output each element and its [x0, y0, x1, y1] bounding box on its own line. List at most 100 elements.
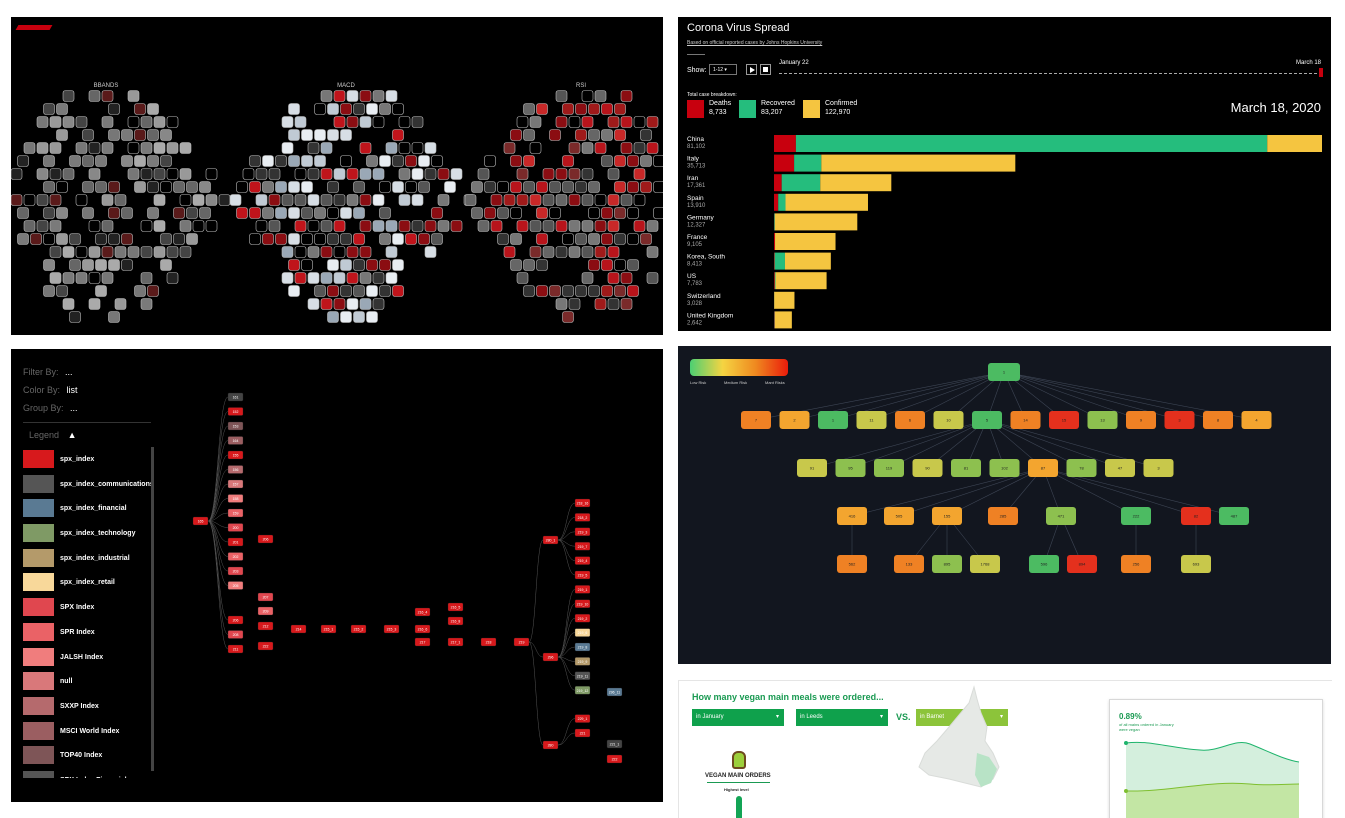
hexbin-cell[interactable] [620, 142, 633, 154]
hexbin-cell[interactable] [510, 155, 522, 167]
hexbin-cell[interactable] [134, 103, 146, 115]
hexbin-cell[interactable] [249, 233, 261, 245]
tree-node[interactable]: 221 [574, 728, 591, 738]
hexbin-cell[interactable] [366, 259, 378, 271]
hexbin-cell[interactable] [411, 220, 424, 232]
risk-node[interactable]: 2 [779, 411, 810, 429]
hexbin-cell[interactable] [43, 259, 55, 271]
legend-item[interactable]: SXXP Index [23, 696, 159, 722]
hexbin-cell[interactable] [262, 207, 274, 219]
hexbin-cell[interactable] [477, 220, 490, 232]
hexbin-cell[interactable] [594, 194, 607, 206]
hexbin-cell[interactable] [359, 90, 372, 102]
hexbin-cell[interactable] [614, 233, 626, 245]
hexbin-cell[interactable] [49, 116, 62, 128]
hexbin-cell[interactable] [366, 103, 378, 115]
bar-confirmed[interactable] [774, 311, 792, 329]
hexbin-cell[interactable] [179, 142, 192, 154]
hexbin-cell[interactable] [95, 259, 107, 271]
hexbin-cell[interactable] [516, 220, 529, 232]
hexbin-cell[interactable] [614, 181, 626, 193]
bar-recovered[interactable] [774, 272, 776, 290]
hexbin-cell[interactable] [607, 272, 620, 284]
hexbin-cell[interactable] [562, 285, 574, 297]
risk-node[interactable]: 1 [818, 411, 848, 429]
hexbin-cell[interactable] [36, 168, 49, 180]
tree-node[interactable]: 164 [227, 436, 244, 445]
tree-node[interactable]: 218 [480, 637, 497, 647]
hexbin-cell[interactable] [307, 142, 320, 154]
tree-node[interactable]: 219_10 [574, 599, 591, 608]
hexbin-cell[interactable] [581, 90, 594, 102]
hexbin-cell[interactable] [340, 259, 352, 271]
hexbin-cell[interactable] [43, 155, 55, 167]
risk-node[interactable]: 47 [1105, 459, 1135, 477]
hexbin-cell[interactable] [82, 207, 94, 219]
hexbin-cell[interactable] [288, 207, 300, 219]
hexbin-cell[interactable] [523, 155, 535, 167]
hexbin-cell[interactable] [333, 194, 346, 206]
bar-recovered[interactable] [774, 213, 775, 231]
hexbin-cell[interactable] [379, 155, 391, 167]
hexbin-cell[interactable] [366, 155, 378, 167]
hexbin-cell[interactable] [536, 259, 548, 271]
hexbin-cell[interactable] [314, 129, 326, 141]
hexbin-cell[interactable] [359, 116, 372, 128]
hexbin-cell[interactable] [646, 246, 659, 258]
hexbin-cell[interactable] [82, 155, 94, 167]
hexbin-cell[interactable] [108, 207, 120, 219]
hexbin-cell[interactable] [160, 129, 172, 141]
risk-node[interactable]: 8 [1203, 411, 1233, 429]
hexbin-cell[interactable] [121, 233, 133, 245]
hexbin-cell[interactable] [108, 311, 120, 323]
hexbin-cell[interactable] [320, 220, 333, 232]
hexbin-cell[interactable] [594, 220, 607, 232]
hexbin-cell[interactable] [484, 155, 496, 167]
hexbin-cell[interactable] [405, 155, 417, 167]
bar-confirmed[interactable] [1267, 135, 1322, 152]
hexbin-cell[interactable] [424, 142, 437, 154]
hexbin-cell[interactable] [62, 116, 75, 128]
hexbin-cell[interactable] [166, 168, 179, 180]
hexbin-cell[interactable] [562, 103, 574, 115]
hexbin-cell[interactable] [205, 220, 218, 232]
hexbin-cell[interactable] [490, 194, 503, 206]
hexbin-cell[interactable] [301, 155, 313, 167]
hexbin-cell[interactable] [418, 155, 430, 167]
color-row[interactable]: Color By: list [23, 385, 78, 395]
hexbin-cell[interactable] [101, 142, 114, 154]
hexbin-cell[interactable] [346, 168, 359, 180]
hexbin-cell[interactable] [353, 207, 365, 219]
filter-row[interactable]: Filter By: ... [23, 367, 73, 377]
risk-node[interactable]: 155 [932, 507, 962, 525]
hexbin-cell[interactable] [614, 129, 626, 141]
tree-node[interactable]: 296_11 [606, 687, 623, 697]
risk-node[interactable]: 14 [1010, 411, 1041, 429]
risk-node[interactable]: 596 [1029, 555, 1059, 573]
hexbin-cell[interactable] [568, 116, 581, 128]
hexbin-cell[interactable] [594, 90, 607, 102]
hexbin-cell[interactable] [43, 181, 55, 193]
tree-node[interactable]: 219_7 [574, 542, 591, 551]
hexbin-cell[interactable] [516, 168, 529, 180]
hexbin-cell[interactable] [568, 298, 581, 310]
hexbin-cell[interactable] [199, 207, 211, 219]
hexbin-cell[interactable] [307, 194, 320, 206]
stop-button[interactable] [760, 64, 771, 75]
hexbin-cell[interactable] [353, 285, 365, 297]
tree-node[interactable]: 218_2 [574, 513, 591, 522]
hexbin-cell[interactable] [497, 181, 509, 193]
hexbin-cell[interactable] [359, 298, 372, 310]
hexbin-cell[interactable] [568, 194, 581, 206]
hexbin-cell[interactable] [49, 246, 62, 258]
hexbin-cell[interactable] [510, 181, 522, 193]
hexbin-cell[interactable] [594, 246, 607, 258]
bar-confirmed[interactable] [774, 291, 795, 309]
bar-deaths[interactable] [774, 154, 795, 172]
hexbin-cell[interactable] [372, 116, 385, 128]
hexbin-cell[interactable] [555, 116, 568, 128]
play-button[interactable] [746, 64, 757, 75]
hexbin-cell[interactable] [262, 181, 274, 193]
hexbin-cell[interactable] [411, 168, 424, 180]
hexbin-cell[interactable] [153, 220, 166, 232]
